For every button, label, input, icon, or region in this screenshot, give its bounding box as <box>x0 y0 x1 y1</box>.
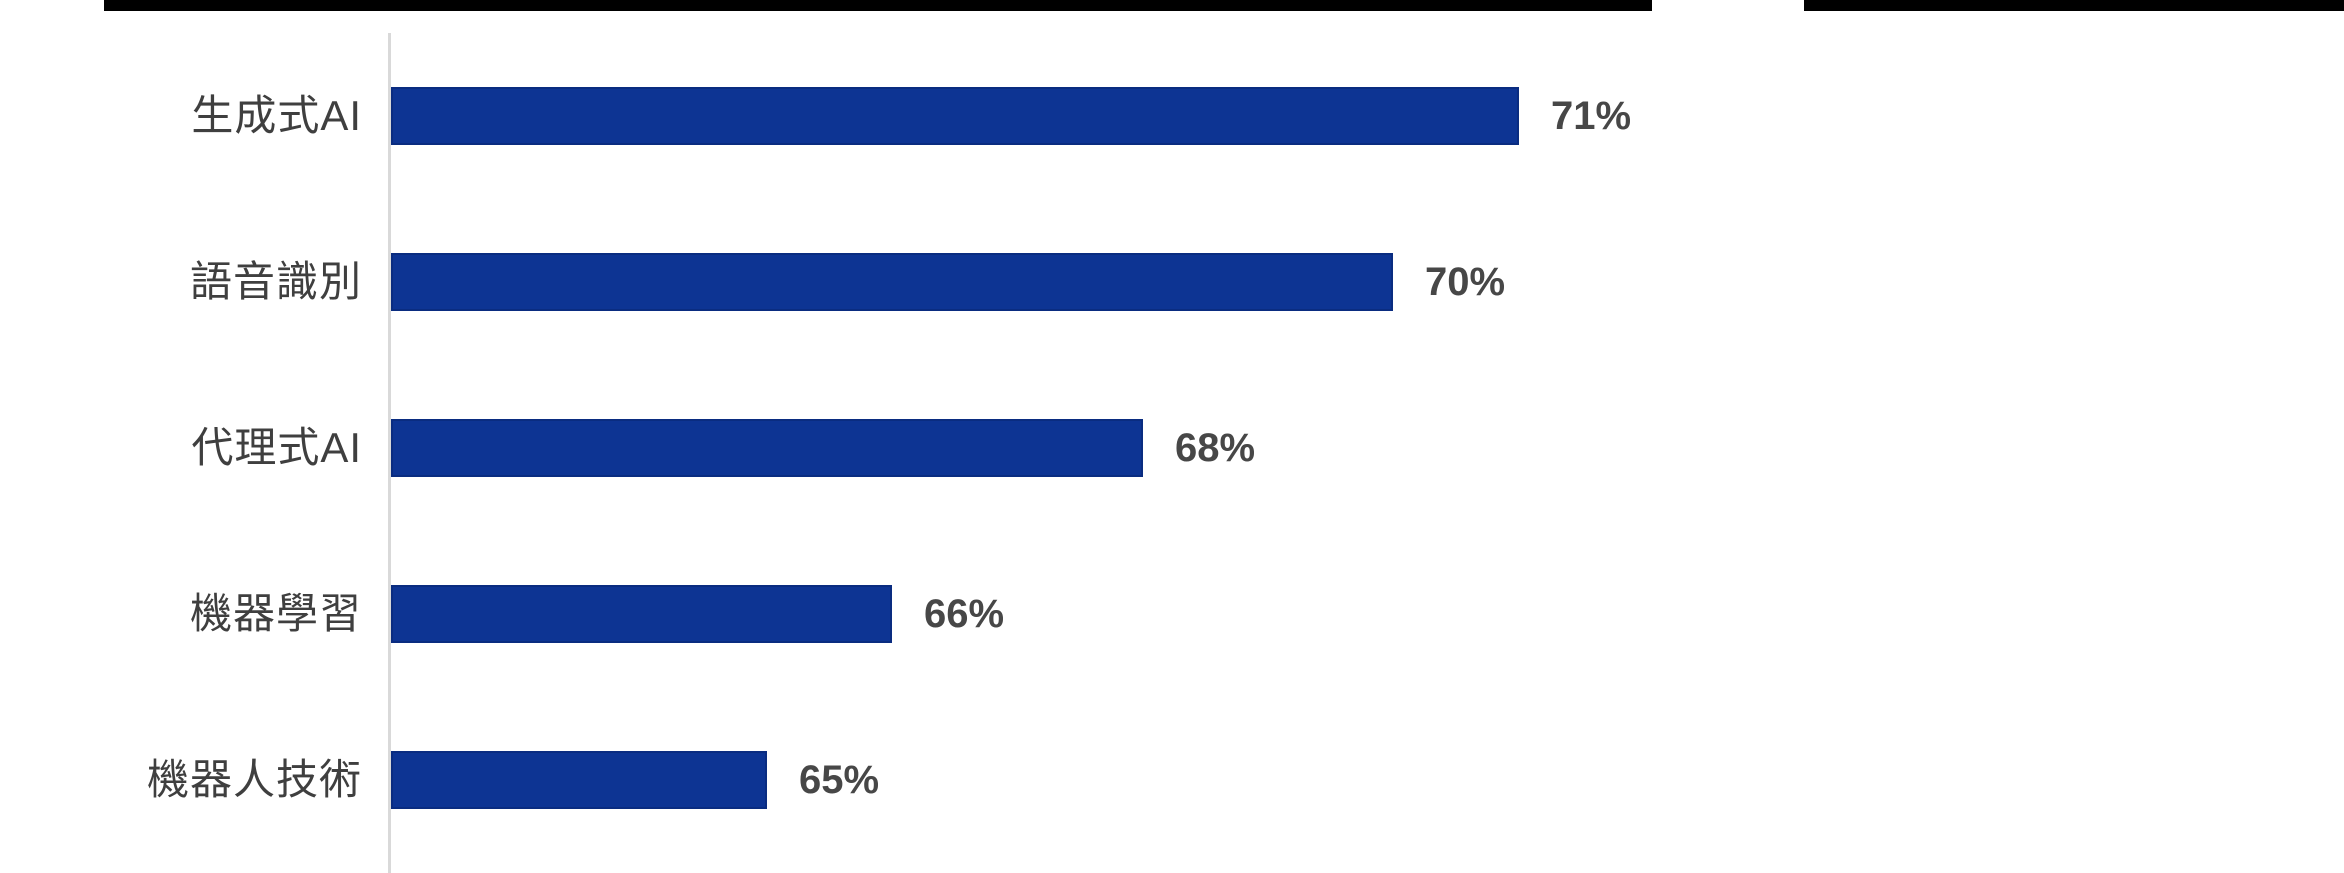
value-label: 70% <box>1425 260 1506 304</box>
value-label: 68% <box>1175 426 1256 470</box>
category-label: 語音識別 <box>189 258 362 305</box>
bar-row: 機器人技術 65% <box>0 751 879 809</box>
top-border-segment-left <box>104 0 1652 11</box>
bar-row: 代理式AI 68% <box>0 419 1255 477</box>
bar <box>391 751 767 809</box>
bar-row: 語音識別 70% <box>0 253 1505 311</box>
category-label: 機器人技術 <box>146 756 362 803</box>
category-label: 機器學習 <box>189 590 362 637</box>
bar <box>391 419 1143 477</box>
bar-row: 機器學習 66% <box>0 585 1004 643</box>
bar <box>391 253 1393 311</box>
bar <box>391 87 1519 145</box>
value-label: 65% <box>799 758 880 802</box>
category-label: 代理式AI <box>191 424 362 471</box>
category-label: 生成式AI <box>191 92 362 139</box>
category-axis-line <box>388 33 391 873</box>
top-border-segment-right <box>1804 0 2344 11</box>
bar-row: 生成式AI 71% <box>0 87 1631 145</box>
value-label: 66% <box>924 592 1005 636</box>
value-label: 71% <box>1551 94 1632 138</box>
bar <box>391 585 892 643</box>
